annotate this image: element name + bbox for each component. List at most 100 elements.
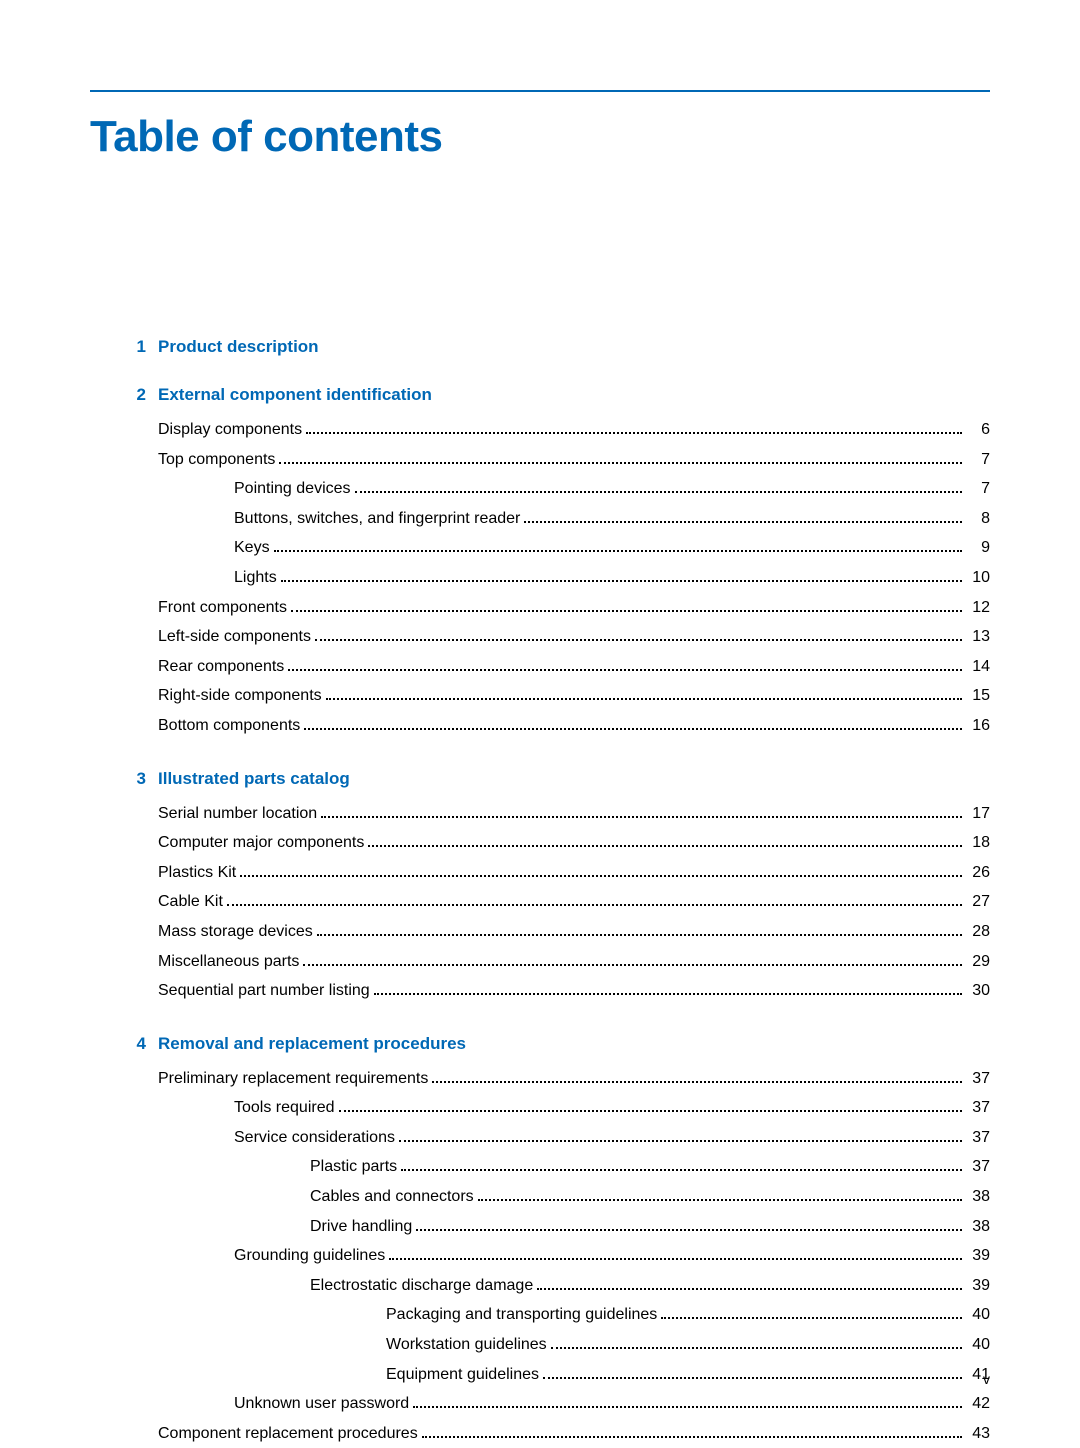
toc-entry: Sequential part number listing 30 [90,976,990,1006]
section-header: 2External component identification [90,385,990,405]
section-number: 1 [90,337,158,357]
toc-entry: Miscellaneous parts 29 [90,947,990,977]
toc-entry-page: 42 [966,1389,990,1419]
toc-entry: Grounding guidelines 39 [90,1241,990,1271]
toc-leader-dots [524,521,962,523]
toc-entry-label: Miscellaneous parts [158,947,299,977]
toc-entry: Plastics Kit 26 [90,858,990,888]
toc-entry: Packaging and transporting guidelines 40 [90,1300,990,1330]
toc-entry-page: 14 [966,652,990,682]
toc-entry-page: 40 [966,1330,990,1360]
toc-leader-dots [240,875,962,877]
toc-entry: Left-side components 13 [90,622,990,652]
toc-entry-label: Component replacement procedures [158,1419,418,1448]
toc-entry-label: Serial number location [158,799,317,829]
toc-entry-label: Top components [158,445,275,475]
section-title: Removal and replacement procedures [158,1034,466,1054]
toc-entry-page: 30 [966,976,990,1006]
toc-entry-label: Computer major components [158,828,364,858]
toc-entry-page: 37 [966,1064,990,1094]
toc-leader-dots [317,934,962,936]
toc-entry-page: 38 [966,1212,990,1242]
toc-entry-label: Equipment guidelines [386,1360,539,1390]
section-title: External component identification [158,385,432,405]
toc-entry-page: 10 [966,563,990,593]
toc-leader-dots [537,1288,962,1290]
toc-leader-dots [374,993,962,995]
toc-entry-label: Cables and connectors [310,1182,474,1212]
toc-leader-dots [315,639,962,641]
toc-entry: Drive handling 38 [90,1212,990,1242]
toc-leader-dots [368,845,962,847]
toc-entry: Component replacement procedures 43 [90,1419,990,1448]
toc-entry-label: Buttons, switches, and fingerprint reade… [234,504,520,534]
toc-entry: Computer major components 18 [90,828,990,858]
toc-entry-page: 13 [966,622,990,652]
toc-entry: Workstation guidelines 40 [90,1330,990,1360]
toc-entry: Keys 9 [90,533,990,563]
toc-entry: Tools required 37 [90,1093,990,1123]
toc-entry-page: 39 [966,1241,990,1271]
toc-entry-label: Left-side components [158,622,311,652]
toc-leader-dots [416,1229,962,1231]
section-number: 3 [90,769,158,789]
toc-leader-dots [389,1258,962,1260]
toc-leader-dots [291,610,962,612]
section-number: 2 [90,385,158,405]
toc-entry-label: Front components [158,593,287,623]
toc-entry: Plastic parts 37 [90,1152,990,1182]
toc-leader-dots [543,1377,962,1379]
toc-entry: Unknown user password 42 [90,1389,990,1419]
toc-entry: Equipment guidelines 41 [90,1360,990,1390]
toc-entry-page: 37 [966,1152,990,1182]
section-title: Product description [158,337,319,357]
toc-leader-dots [321,816,962,818]
section-header: 4Removal and replacement procedures [90,1034,990,1054]
toc-entry-label: Grounding guidelines [234,1241,385,1271]
toc-entry-label: Drive handling [310,1212,412,1242]
toc-entry-label: Right-side components [158,681,322,711]
toc-entry-page: 27 [966,887,990,917]
section-header: 1Product description [90,337,990,357]
toc-entry-label: Service considerations [234,1123,395,1153]
toc-leader-dots [413,1406,962,1408]
document-page: Table of contents 1Product description2E… [0,0,1080,1437]
toc-entry: Serial number location 17 [90,799,990,829]
toc-leader-dots [339,1110,963,1112]
toc-entry: Mass storage devices 28 [90,917,990,947]
toc-leader-dots [274,550,962,552]
toc-entry: Front components 12 [90,593,990,623]
toc-entry-label: Electrostatic discharge damage [310,1271,533,1301]
toc-entry: Bottom components 16 [90,711,990,741]
toc-leader-dots [355,491,962,493]
toc-entry-label: Lights [234,563,277,593]
toc-leader-dots [303,964,962,966]
toc-entry: Right-side components 15 [90,681,990,711]
toc-entry: Top components 7 [90,445,990,475]
toc-entry-label: Tools required [234,1093,335,1123]
toc-entry: Lights 10 [90,563,990,593]
section-header: 3Illustrated parts catalog [90,769,990,789]
toc-entry-page: 16 [966,711,990,741]
toc-entry-label: Cable Kit [158,887,223,917]
toc-entry-label: Rear components [158,652,284,682]
toc-leader-dots [306,432,962,434]
toc-entry-page: 7 [966,474,990,504]
toc-entry: Cables and connectors 38 [90,1182,990,1212]
toc-entry-label: Workstation guidelines [386,1330,547,1360]
toc-entry-label: Pointing devices [234,474,351,504]
toc-entry-page: 7 [966,445,990,475]
top-rule [90,90,990,92]
toc-leader-dots [551,1347,962,1349]
toc-entry-page: 9 [966,533,990,563]
toc-leader-dots [304,728,962,730]
toc-entry-page: 37 [966,1123,990,1153]
toc-leader-dots [432,1081,962,1083]
toc-entry: Display components 6 [90,415,990,445]
toc-entry-label: Unknown user password [234,1389,409,1419]
toc-leader-dots [281,580,962,582]
toc-entry: Cable Kit 27 [90,887,990,917]
toc-leader-dots [399,1140,962,1142]
toc-entry-page: 18 [966,828,990,858]
toc-entry-page: 37 [966,1093,990,1123]
